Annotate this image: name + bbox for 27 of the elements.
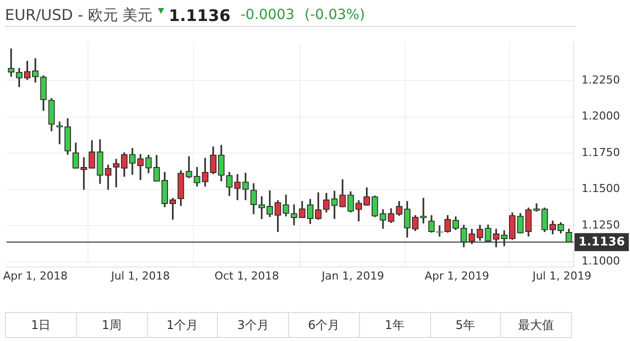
x-tick-label: Oct 1, 2018 [214,269,279,282]
text: 1个月 [146,313,218,337]
y-tick-label: 1.2250 [582,73,620,86]
text: 1.1136 [168,6,230,24]
x-tick-label: Jan 1, 2019 [320,269,384,282]
text: -0.0003 [240,7,294,23]
y-tick-label: 1.2000 [582,110,620,123]
x-tick-label: Jul 1, 2018 [110,269,170,282]
text: 1周 [76,313,146,337]
y-tick-label: 1.1250 [582,218,620,232]
text: (-0.03%) [304,7,365,23]
candlestick [290,204,298,226]
ref-line-label: 1.1136 [578,234,625,248]
candlestick [436,225,443,237]
y-tick-label: 1.1750 [582,146,620,159]
text: 5年 [430,313,500,337]
text: 3个月 [217,313,288,337]
text: 1年 [358,313,430,337]
x-tick-label: Apr 1, 2018 [3,269,68,282]
y-tick-label: 1.1500 [582,182,620,196]
chart-title: EUR/USD - 欧元 美元 [5,6,153,24]
x-tick-label: Jul 1, 2019 [532,269,592,282]
text: 最大值 [500,313,571,337]
y-tick-label: 1.1000 [582,254,620,268]
text: 1日 [30,316,52,334]
text: 6个月 [288,313,359,337]
x-tick-label: Apr 1, 2019 [424,269,490,282]
